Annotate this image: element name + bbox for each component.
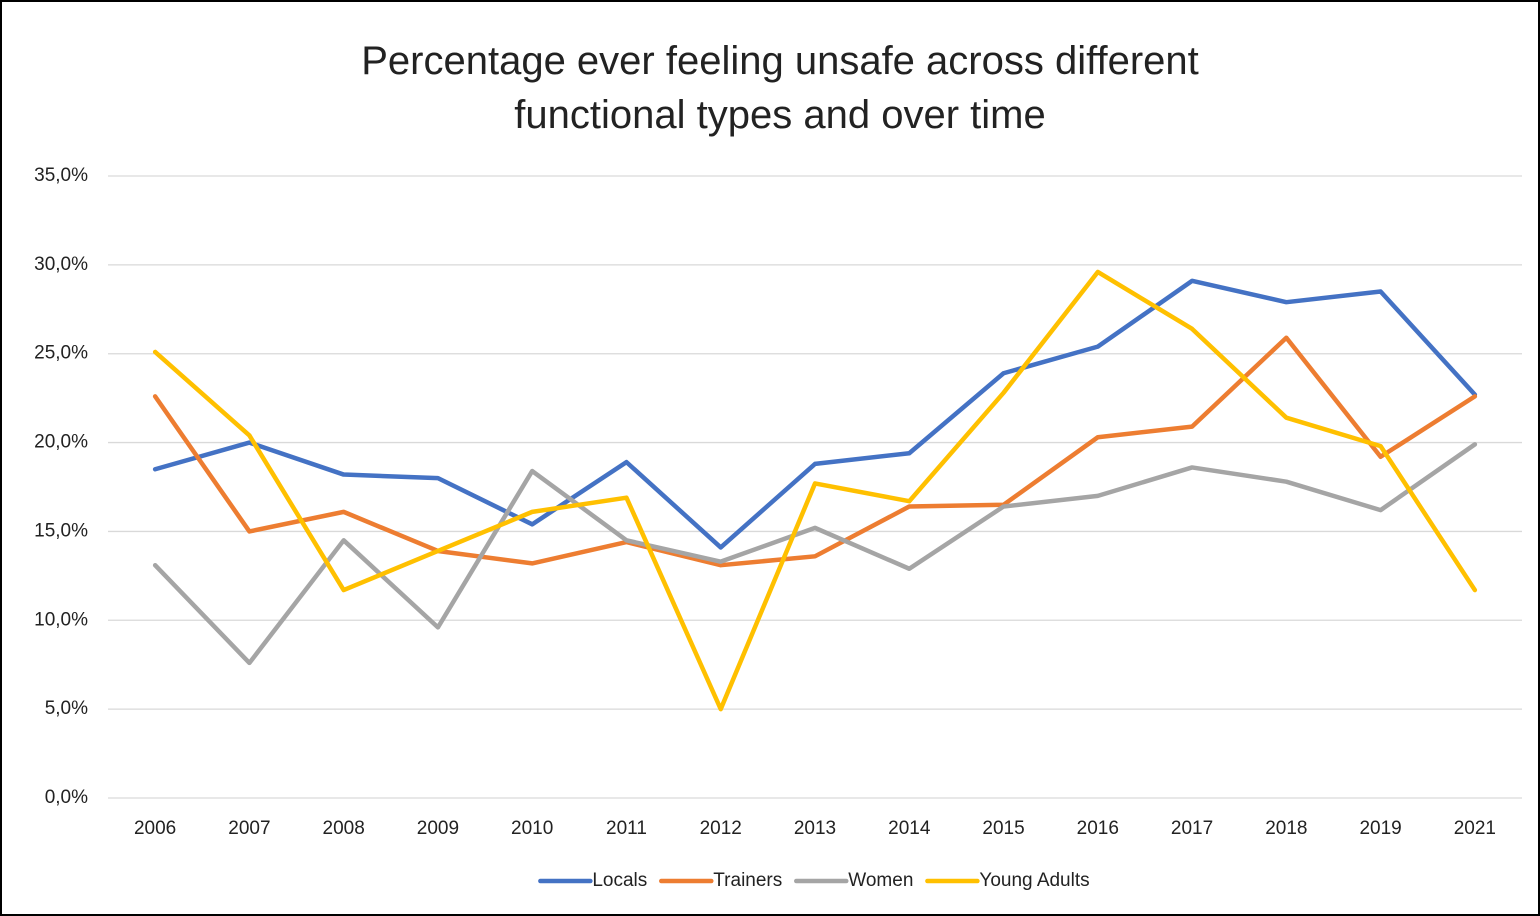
series-line bbox=[152, 269, 1478, 712]
x-tick-label: 2013 bbox=[794, 818, 836, 839]
x-tick-label: 2021 bbox=[1454, 818, 1496, 839]
x-tick-label: 2014 bbox=[888, 818, 931, 839]
y-tick-label: 10,0% bbox=[34, 609, 88, 630]
x-tick-label: 2010 bbox=[511, 818, 553, 839]
x-tick-label: 2012 bbox=[700, 818, 742, 839]
x-tick-label: 2015 bbox=[982, 818, 1024, 839]
chart-title: Percentage ever feeling unsafe across di… bbox=[361, 39, 1199, 137]
x-tick-label: 2011 bbox=[606, 818, 647, 839]
legend-label: Women bbox=[848, 870, 913, 891]
y-tick-label: 25,0% bbox=[34, 343, 88, 364]
x-tick-label: 2019 bbox=[1359, 818, 1401, 839]
y-tick-label: 0,0% bbox=[45, 787, 88, 808]
x-tick-label: 2008 bbox=[323, 818, 365, 839]
y-tick-label: 20,0% bbox=[34, 432, 88, 453]
y-tick-label: 5,0% bbox=[45, 698, 88, 719]
legend-label: Trainers bbox=[713, 870, 782, 891]
series-line bbox=[152, 442, 1478, 666]
legend-label: Young Adults bbox=[979, 870, 1089, 891]
series-line bbox=[152, 335, 1478, 568]
y-tick-label: 35,0% bbox=[34, 165, 88, 186]
x-tick-label: 2018 bbox=[1265, 818, 1307, 839]
x-tick-label: 2007 bbox=[228, 818, 270, 839]
x-tick-label: 2016 bbox=[1077, 818, 1119, 839]
legend-label: Locals bbox=[592, 870, 647, 891]
y-tick-label: 30,0% bbox=[34, 254, 88, 275]
x-tick-label: 2017 bbox=[1171, 818, 1213, 839]
series-line bbox=[152, 278, 1478, 550]
y-tick-label: 15,0% bbox=[34, 520, 88, 541]
x-tick-label: 2006 bbox=[134, 818, 176, 839]
x-tick-label: 2009 bbox=[417, 818, 459, 839]
